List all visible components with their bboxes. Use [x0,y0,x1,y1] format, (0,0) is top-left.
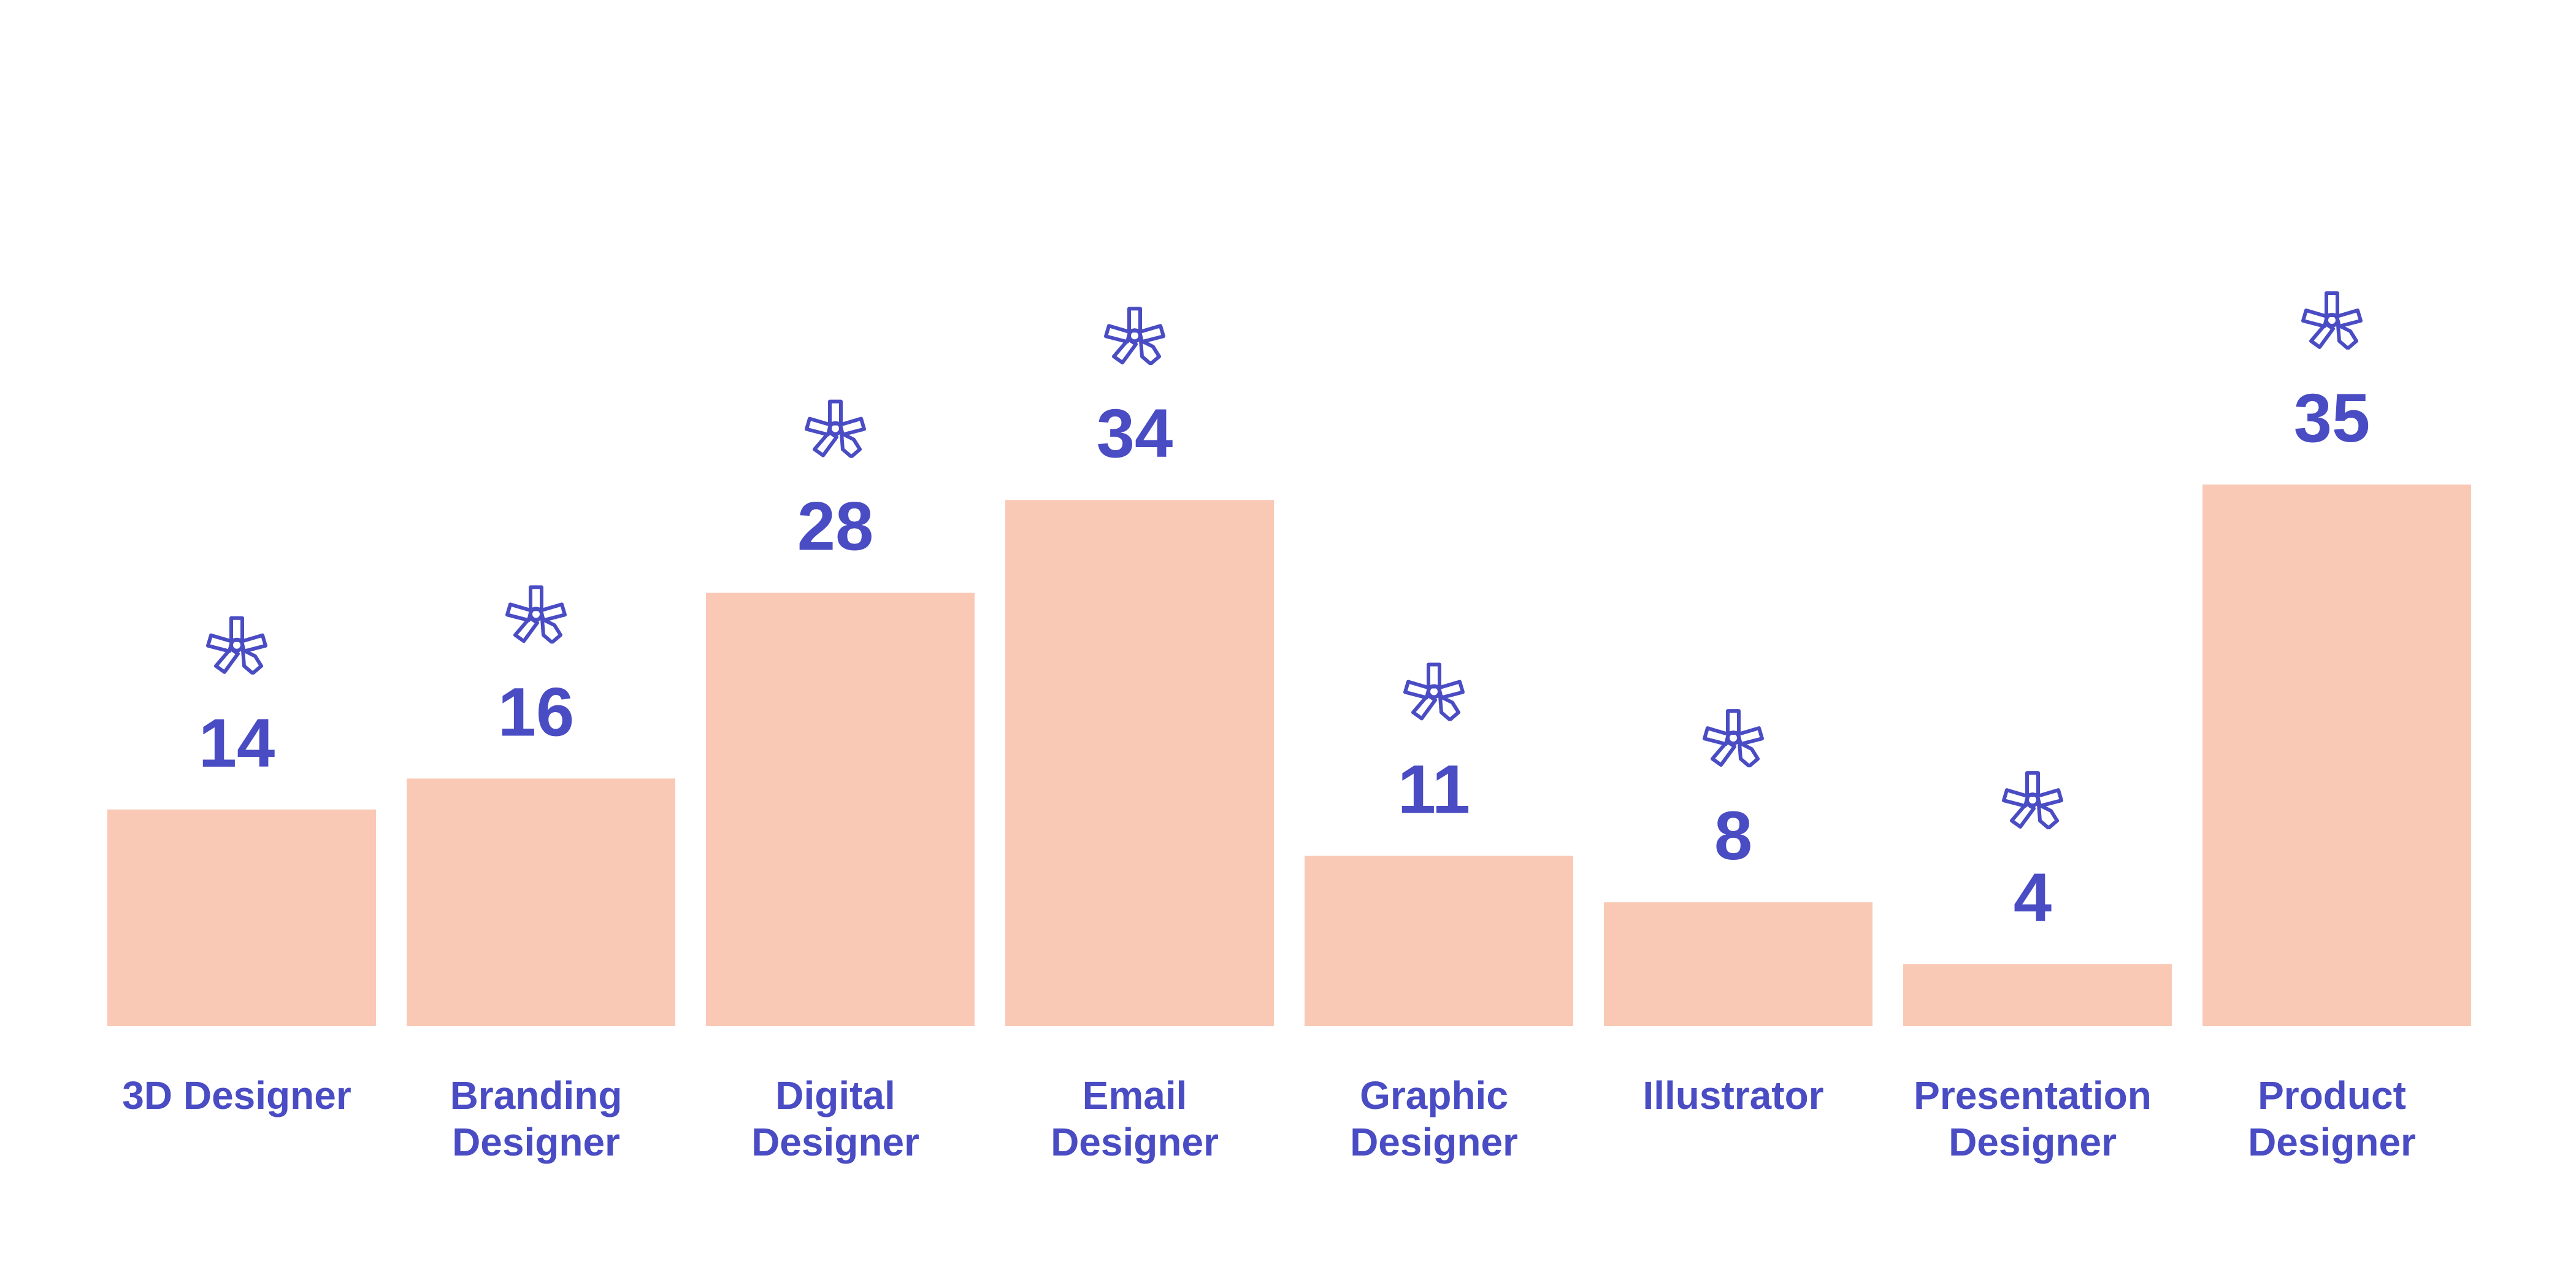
category-label: Graphic Designer [1350,1073,1518,1164]
category-label: Email Designer [1051,1073,1219,1164]
bar [107,809,376,1026]
value-labels: 14 16 28 34 11 8 4 35 [199,380,2371,936]
bar [1005,500,1274,1026]
category-label: Illustrator [1643,1073,1823,1117]
asterisk-tag-icon [2303,293,2361,348]
category-label: 3D Designer [122,1073,351,1117]
bar [407,778,675,1026]
value-label: 16 [498,673,575,750]
category-label: Product Designer [2248,1073,2416,1164]
asterisk-tag-icon [2004,773,2061,828]
value-label: 28 [797,488,874,565]
bar [1305,856,1573,1026]
value-label: 35 [2294,380,2371,456]
bars-layer [107,485,2471,1026]
bar [1604,902,1873,1026]
asterisk-tag-icon [1405,664,1463,719]
asterisk-tag-icon [1704,711,1762,766]
value-label: 34 [1097,395,1173,472]
bar [1903,964,2172,1026]
category-label: Digital Designer [751,1073,919,1164]
category-label: Presentation Designer [1914,1073,2152,1164]
bar [2202,485,2471,1026]
value-label: 11 [1398,751,1470,827]
category-labels: 3D Designer Branding Designer Digital Design… [122,1073,2416,1164]
asterisk-tag-icon [208,618,266,673]
bar [706,592,975,1026]
value-label: 4 [2014,859,2052,936]
asterisk-tag-icon [507,587,565,642]
asterisk-tag-icon [1106,309,1163,364]
category-label: Branding Designer [450,1073,623,1164]
value-label: 14 [199,705,275,781]
asterisk-tag-icon [807,402,864,457]
value-label: 8 [1714,797,1752,874]
